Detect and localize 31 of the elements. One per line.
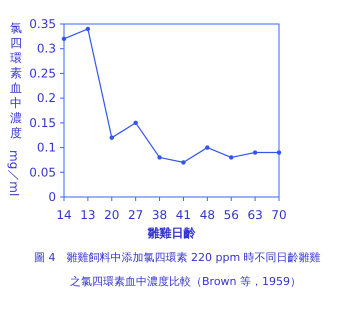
y-tick-label: 0.05 [29,165,56,180]
x-tick-label: 20 [104,208,120,222]
y-tick-label: 0.1 [36,140,56,155]
x-tick-label: 56 [224,208,239,222]
x-tick-label: 70 [271,208,287,222]
point [181,160,186,165]
x-tick-label: 41 [176,208,192,222]
point [252,150,258,155]
y-tick-label: 0.3 [36,42,56,56]
point [157,155,162,160]
point [110,135,114,140]
y-tick-label: 0 [48,190,56,204]
x-tick-label: 63 [247,208,263,222]
point [205,145,210,150]
y-tick-label: 0.15 [29,116,56,130]
y-tick-label: 0.25 [29,66,56,80]
point [229,155,234,160]
y-tick-label: 0.35 [29,17,56,31]
x-axis-title: 雛雞日齡 [146,226,196,240]
point [133,120,138,126]
x-tick-label: 27 [128,208,144,222]
x-tick-label: 14 [56,208,72,222]
y-tick-label: 0.2 [36,91,56,106]
y-axis-title: 氯四環素血中濃度 mg／ml [7,21,22,196]
point [62,36,66,42]
point [86,26,90,32]
x-tick-label: 48 [200,208,215,222]
x-tick-label: 13 [80,208,96,222]
point [276,150,282,155]
x-tick-label: 38 [152,208,168,222]
caption: 圖 4 雛雞飼料中添加氯四環素 220 ppm 時不同日齡雛雞之氯四環素血中濃度比較（Brown 等，1959） [34,250,322,290]
